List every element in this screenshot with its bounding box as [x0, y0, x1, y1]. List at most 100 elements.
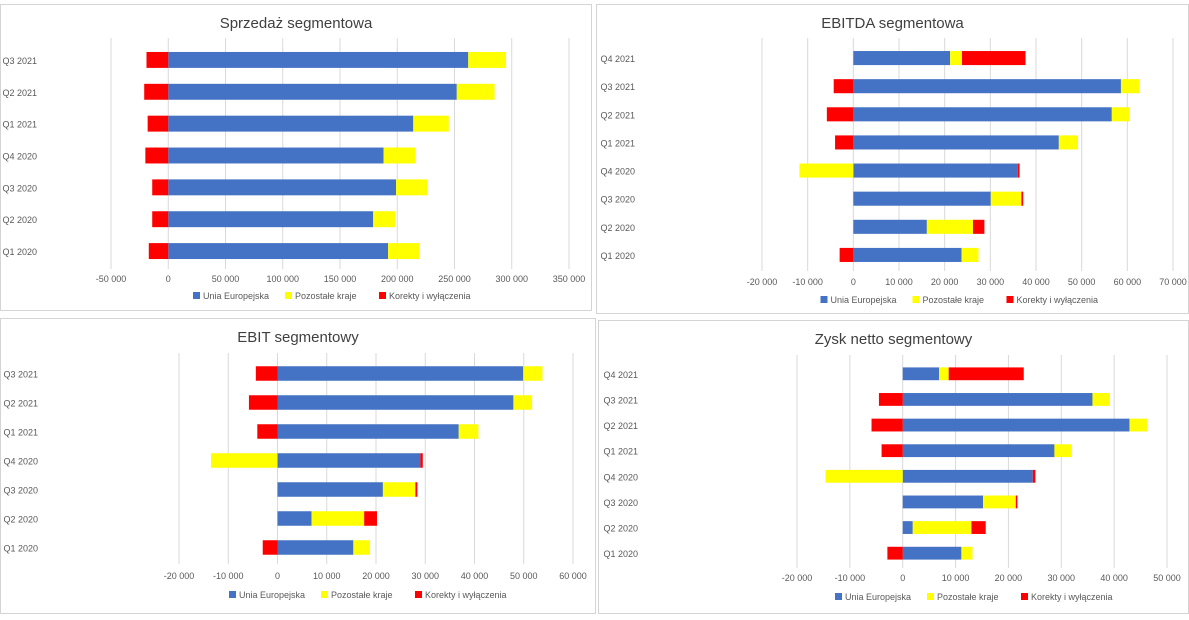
bar	[887, 546, 903, 560]
bar	[382, 482, 416, 497]
category-label: Q3 2021	[600, 82, 635, 92]
category-label: Q2 2021	[603, 421, 638, 431]
bar	[961, 546, 973, 560]
legend-swatch	[1021, 593, 1028, 600]
bar	[799, 163, 854, 178]
legend-label: Korekty i wyłączenia	[425, 590, 507, 600]
bar	[146, 51, 169, 68]
x-tick-label: 70 000	[1159, 277, 1187, 287]
legend-label: Pozostałe kraje	[295, 291, 357, 301]
x-tick-label: 60 000	[1114, 277, 1142, 287]
category-label: Q3 2021	[3, 370, 38, 380]
category-label: Q3 2020	[603, 498, 638, 508]
bar	[1058, 135, 1079, 150]
bar	[353, 540, 371, 555]
bar	[825, 469, 903, 483]
bar	[388, 243, 420, 260]
legend-label: Pozostałe kraje	[331, 590, 393, 600]
bar	[1054, 444, 1072, 458]
x-tick-label: 50 000	[1068, 277, 1096, 287]
bar	[168, 243, 389, 260]
x-tick-label: 10 000	[313, 571, 341, 581]
x-tick-label: 0	[851, 277, 856, 287]
x-tick-label: 0	[275, 571, 280, 581]
x-tick-label: 150 000	[324, 274, 357, 284]
bar	[383, 147, 416, 164]
bar	[902, 393, 1093, 406]
x-tick-label: 40 000	[461, 571, 489, 581]
bar	[373, 211, 395, 228]
bar	[839, 247, 854, 262]
bar	[211, 453, 278, 468]
x-tick-label: 40 000	[1022, 277, 1050, 287]
x-tick-label: 10 000	[942, 573, 970, 583]
x-tick-label: 20 000	[362, 571, 390, 581]
bar	[513, 395, 533, 410]
bar	[826, 107, 854, 122]
legend-label: Unia Europejska	[203, 291, 269, 301]
bar	[277, 453, 421, 468]
legend-swatch	[285, 292, 292, 299]
plot-area: Q1 2020 Q2 2020 Q3 2020 Q4 2020 Q1 2021 Q2 20…	[600, 38, 1187, 305]
category-label: Q2 2020	[603, 524, 638, 534]
x-tick-label: 100 000	[266, 274, 299, 284]
bar	[468, 51, 507, 68]
x-tick-label: 30 000	[977, 277, 1005, 287]
legend-label: Pozostałe kraje	[923, 295, 985, 305]
category-label: Q2 2021	[2, 88, 37, 98]
x-tick-label: 30 000	[1048, 573, 1076, 583]
bar	[853, 219, 927, 234]
x-tick-label: 0	[900, 573, 905, 583]
category-label: Q1 2021	[600, 138, 635, 148]
category-label: Q3 2020	[2, 183, 37, 193]
legend-swatch	[912, 296, 920, 303]
bar	[833, 79, 854, 94]
x-tick-label: 60 000	[559, 571, 587, 581]
category-label: Q2 2020	[600, 223, 635, 233]
bar	[364, 511, 377, 526]
category-label: Q4 2021	[600, 54, 635, 64]
bar	[878, 393, 903, 406]
category-label: Q1 2020	[603, 549, 638, 559]
bar	[1032, 469, 1036, 483]
bar	[881, 444, 903, 458]
bar	[311, 511, 365, 526]
bar	[853, 247, 962, 262]
x-tick-label: -20 000	[782, 573, 813, 583]
bar	[152, 179, 169, 196]
x-tick-label: -50 000	[96, 274, 127, 284]
bar	[147, 115, 169, 132]
bar	[152, 211, 169, 228]
bar	[853, 79, 1121, 94]
category-label: Q4 2020	[3, 457, 38, 467]
category-label: Q4 2021	[603, 370, 638, 380]
x-tick-label: 250 000	[438, 274, 471, 284]
bar	[145, 147, 169, 164]
legend-label: Pozostałe kraje	[937, 592, 999, 602]
bar	[1015, 495, 1018, 509]
legend-label: Unia Europejska	[845, 592, 911, 602]
bar	[415, 482, 418, 497]
category-label: Q1 2021	[603, 447, 638, 457]
bar	[902, 495, 984, 509]
category-label: Q1 2020	[2, 247, 37, 257]
x-tick-label: 50 000	[510, 571, 538, 581]
chart-title: Sprzedaż segmentowa	[219, 15, 373, 32]
bar	[853, 191, 991, 206]
plot-area: Q1 2020 Q2 2020 Q3 2020 Q4 2020 Q1 2021 Q2 20…	[2, 38, 586, 301]
bar	[948, 367, 1024, 381]
chart-title: EBIT segmentowy	[237, 329, 359, 346]
bar	[971, 521, 986, 534]
bar	[902, 521, 913, 534]
bar	[277, 540, 354, 555]
legend-label: Korekty i wyłączenia	[1017, 295, 1099, 305]
chart-panel-ebit: EBIT segmentowy Q1 2020 Q2 2020 Q3 2020 Q4 …	[0, 318, 596, 614]
x-tick-label: 30 000	[411, 571, 439, 581]
x-tick-label: 10 000	[885, 277, 913, 287]
legend-swatch	[229, 591, 236, 598]
bar	[396, 179, 428, 196]
x-tick-label: 350 000	[553, 274, 586, 284]
bar	[1111, 107, 1130, 122]
bar	[168, 115, 414, 132]
legend-swatch	[415, 591, 422, 598]
